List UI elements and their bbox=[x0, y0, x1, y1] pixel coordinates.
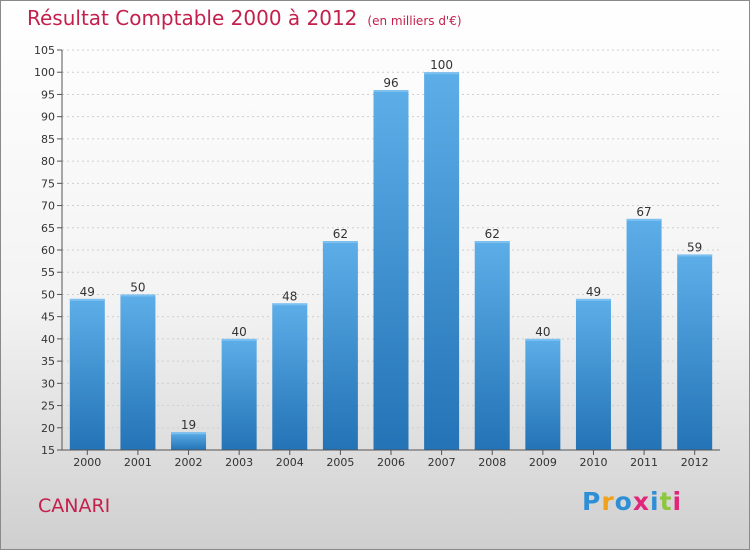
data-label: 48 bbox=[282, 289, 297, 303]
bar bbox=[525, 338, 561, 450]
data-label: 100 bbox=[430, 58, 453, 72]
logo-letter: P bbox=[582, 487, 602, 516]
y-tick-label: 65 bbox=[41, 222, 55, 235]
bar-top-highlight bbox=[69, 298, 105, 301]
chart-title: Résultat Comptable 2000 à 2012 (en millie… bbox=[27, 6, 462, 30]
logo-letter: o bbox=[614, 487, 633, 516]
commune-name: CANARI bbox=[38, 495, 111, 517]
bar bbox=[575, 298, 611, 450]
bar bbox=[322, 241, 358, 450]
data-label: 19 bbox=[181, 418, 196, 432]
y-tick-label: 25 bbox=[41, 400, 55, 413]
y-tick-label: 95 bbox=[41, 88, 55, 101]
data-label: 62 bbox=[485, 227, 500, 241]
bar bbox=[272, 303, 308, 450]
chart-subtitle: (en milliers d'€) bbox=[367, 14, 462, 28]
data-label: 62 bbox=[333, 227, 348, 241]
x-tick-label: 2002 bbox=[175, 456, 203, 469]
x-tick-label: 2004 bbox=[276, 456, 304, 469]
bar bbox=[474, 241, 510, 450]
bar bbox=[626, 218, 662, 450]
data-label: 49 bbox=[80, 285, 95, 299]
bar bbox=[373, 90, 409, 450]
bar-top-highlight bbox=[322, 241, 358, 244]
data-labels: 49 50 19 40 48 62 96 100 62 40 49 67 59 bbox=[80, 58, 703, 432]
bar-top-highlight bbox=[575, 298, 611, 301]
data-label: 40 bbox=[535, 325, 550, 339]
bars bbox=[69, 72, 713, 450]
bar bbox=[69, 298, 105, 450]
y-tick-label: 40 bbox=[41, 333, 55, 346]
x-tick-label: 2007 bbox=[428, 456, 456, 469]
data-label: 67 bbox=[636, 205, 651, 219]
bar-top-highlight bbox=[424, 72, 460, 75]
data-label: 50 bbox=[130, 280, 145, 294]
y-tick-label: 75 bbox=[41, 177, 55, 190]
x-tick-label: 2001 bbox=[124, 456, 152, 469]
x-tick-label: 2005 bbox=[326, 456, 354, 469]
bar-top-highlight bbox=[525, 338, 561, 341]
x-axis-labels: 2000 2001 2002 2003 2004 2005 2006 2007 2008 2009… bbox=[73, 450, 709, 469]
y-tick-label: 20 bbox=[41, 422, 55, 435]
x-tick-label: 2006 bbox=[377, 456, 405, 469]
data-label: 96 bbox=[383, 76, 398, 90]
bar-top-highlight bbox=[221, 338, 257, 341]
bar-top-highlight bbox=[120, 294, 156, 297]
x-tick-label: 2000 bbox=[73, 456, 101, 469]
y-tick-label: 85 bbox=[41, 133, 55, 146]
bar-top-highlight bbox=[474, 241, 510, 244]
data-label: 40 bbox=[232, 325, 247, 339]
data-label: 49 bbox=[586, 285, 601, 299]
logo-letter: i bbox=[672, 487, 683, 516]
y-tick-label: 60 bbox=[41, 244, 55, 257]
bar-top-highlight bbox=[272, 303, 308, 306]
bar-top-highlight bbox=[677, 254, 713, 257]
bar bbox=[677, 254, 713, 450]
y-tick-label: 15 bbox=[41, 444, 55, 457]
x-tick-label: 2010 bbox=[579, 456, 607, 469]
y-tick-label: 45 bbox=[41, 311, 55, 324]
bar-top-highlight bbox=[171, 432, 207, 435]
bar-top-highlight bbox=[373, 90, 409, 92]
y-tick-label: 55 bbox=[41, 266, 55, 279]
x-tick-label: 2009 bbox=[529, 456, 557, 469]
title-text: Résultat Comptable 2000 à 2012 bbox=[27, 6, 358, 30]
y-tick-label: 50 bbox=[41, 288, 55, 301]
data-label: 59 bbox=[687, 240, 702, 254]
y-tick-label: 80 bbox=[41, 155, 55, 168]
bar bbox=[171, 432, 207, 450]
y-tick-label: 70 bbox=[41, 200, 55, 213]
logo-letter: r bbox=[601, 487, 615, 516]
x-tick-label: 2003 bbox=[225, 456, 253, 469]
y-tick-label: 100 bbox=[34, 66, 55, 79]
bar bbox=[221, 338, 257, 450]
y-tick-label: 105 bbox=[34, 44, 55, 57]
bar-top-highlight bbox=[626, 218, 662, 221]
logo-letter: i bbox=[650, 487, 660, 516]
y-tick-label: 30 bbox=[41, 377, 55, 390]
x-tick-label: 2011 bbox=[630, 456, 658, 469]
proxiti-logo: Proxiti bbox=[582, 487, 682, 516]
y-axis-ticks: 15 20 25 30 35 40 45 50 55 60 65 70 75 80 85 90 95 100 105 bbox=[34, 44, 62, 457]
bar bbox=[120, 294, 156, 450]
bar bbox=[424, 72, 460, 450]
y-tick-label: 90 bbox=[41, 111, 55, 124]
x-tick-label: 2008 bbox=[478, 456, 506, 469]
logo-letter: t bbox=[659, 487, 673, 516]
y-tick-label: 35 bbox=[41, 355, 55, 368]
x-tick-label: 2012 bbox=[681, 456, 709, 469]
logo-letter: x bbox=[632, 487, 650, 516]
